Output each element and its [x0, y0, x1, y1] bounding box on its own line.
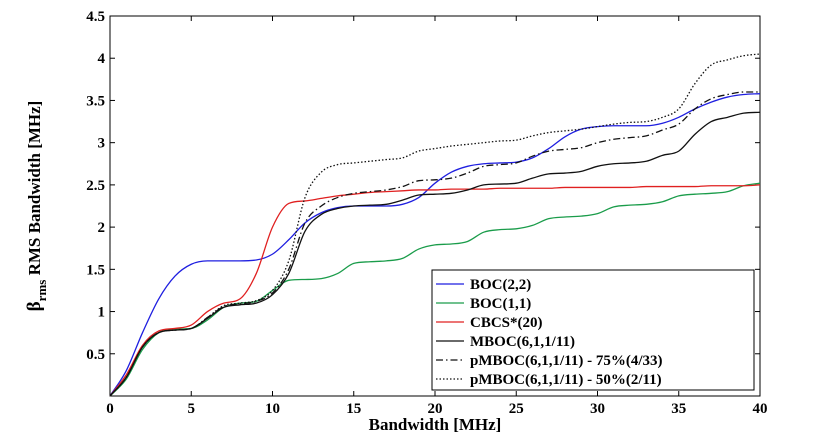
legend-label-4: pMBOC(6,1,1/11) - 75%(4/33): [470, 353, 663, 369]
axis-ticks: 0 5 10 15 20 25 30 35 40 0.5 1 1.5 2 2.5 3 3.5 4 4.5: [86, 9, 767, 417]
series-line-3: [109, 111, 761, 397]
x-tick-label: 10: [265, 401, 280, 417]
legend-label-3: MBOC(6,1,1/11): [470, 334, 575, 350]
y-axis-label-subscript: rms: [34, 280, 49, 302]
y-tick-label: 1.5: [86, 262, 105, 278]
legend-label-2: CBCS*(20): [470, 315, 543, 331]
series-line-0: [109, 93, 761, 397]
legend-label-5: pMBOC(6,1,1/11) - 50%(2/11): [470, 372, 662, 388]
x-tick-label: 40: [753, 401, 768, 417]
x-axis-label: Bandwidth [MHz]: [369, 415, 502, 434]
legend-label-0: BOC(2,2): [470, 277, 531, 293]
x-tick-label: 0: [106, 401, 114, 417]
x-tick-label: 25: [509, 401, 524, 417]
x-tick-label: 30: [590, 401, 605, 417]
y-tick-label: 0.5: [86, 347, 105, 363]
y-tick-label: 4: [98, 51, 106, 67]
x-tick-label: 20: [428, 401, 443, 417]
y-axis-label-symbol: β: [24, 301, 45, 311]
y-tick-label: 2.5: [86, 178, 105, 194]
series-layer: [109, 53, 761, 397]
y-tick-label: 3.5: [86, 93, 105, 109]
legend-box: [431, 269, 755, 391]
y-tick-label: 1: [98, 305, 106, 321]
legend: BOC(2,2) BOC(1,1) CBCS*(20) MBOC(6,1,1/11) p…: [431, 269, 755, 391]
x-tick-label: 5: [188, 401, 196, 417]
y-tick-label: 3: [98, 136, 106, 152]
x-tick-label: 15: [346, 401, 361, 417]
y-tick-label: 2: [98, 220, 106, 236]
legend-label-1: BOC(1,1): [470, 296, 531, 312]
y-axis-label-text: RMS Bandwidth [MHz]: [25, 101, 44, 280]
y-axis-label: βrms RMS Bandwidth [MHz]: [24, 101, 49, 312]
x-tick-label: 35: [671, 401, 686, 417]
series-line-2: [109, 184, 761, 397]
y-tick-label: 4.5: [86, 9, 105, 25]
